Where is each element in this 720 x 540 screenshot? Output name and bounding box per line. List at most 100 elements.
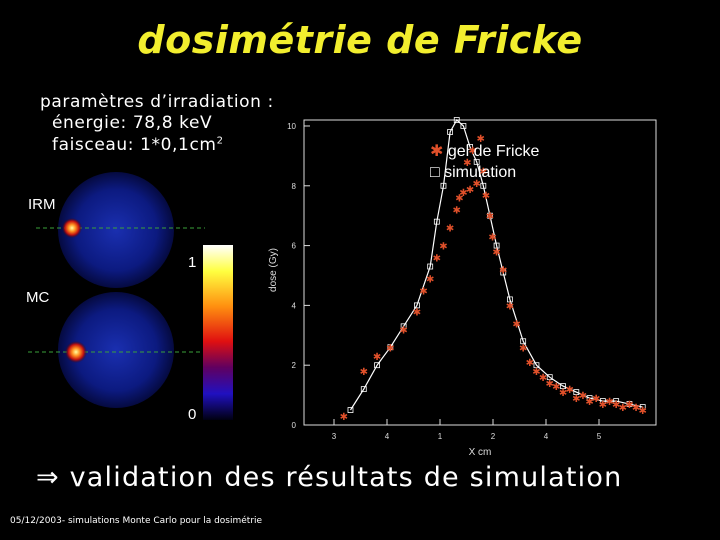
simulation-point (460, 123, 467, 129)
simulation-point (533, 362, 540, 369)
fricke-point: ✱ (539, 373, 547, 384)
fricke-point: ✱ (472, 179, 480, 190)
simulation-point (414, 302, 420, 309)
irm-label: IRM (28, 196, 56, 213)
fricke-point: ✱ (552, 382, 560, 393)
fricke-point: ✱ (532, 367, 540, 378)
fricke-point: ✱ (492, 248, 500, 259)
simulation-point (447, 129, 454, 135)
x-tick-label: 5 (597, 432, 602, 441)
fricke-markers: ✱✱✱✱✱✱✱✱✱✱✱✱✱✱✱✱✱✱✱✱✱✱✱✱✱✱✱✱✱✱✱✱✱✱✱✱✱✱✱✱… (340, 134, 647, 423)
fricke-point: ✱ (488, 233, 496, 244)
conclusion-text: validation des résultats de simulation (69, 462, 623, 493)
fricke-legend-icon: ✱ (430, 143, 444, 160)
fricke-point: ✱ (468, 146, 476, 157)
simulation-point (626, 401, 633, 407)
simulation-point (500, 269, 507, 276)
implies-arrow-icon: ⇒ (36, 462, 60, 493)
simulation-markers (347, 117, 646, 413)
simulation-point (467, 144, 473, 150)
irm-disc (58, 172, 174, 288)
fricke-point: ✱ (439, 242, 447, 253)
fricke-point: ✱ (482, 191, 490, 202)
x-tick-label: 3 (332, 432, 337, 441)
simulation-point (520, 338, 527, 345)
fricke-point: ✱ (486, 212, 494, 223)
fricke-point: ✱ (399, 325, 407, 336)
fricke-point: ✱ (605, 397, 613, 408)
legend-fricke-label: gel de Fricke (447, 143, 540, 160)
x-tick-label: 4 (385, 432, 390, 441)
params-beam-sup: 2 (216, 135, 224, 147)
simulation-point (400, 323, 407, 330)
mc-disc (58, 292, 174, 408)
fricke-point: ✱ (612, 400, 620, 411)
fricke-point: ✱ (476, 134, 484, 145)
fricke-point: ✱ (585, 397, 593, 408)
fricke-point: ✱ (526, 358, 534, 369)
fricke-point: ✱ (639, 406, 647, 417)
y-axis-label: dose (Gy) (268, 248, 279, 292)
simulation-line (349, 119, 643, 411)
fricke-point: ✱ (479, 167, 487, 178)
fricke-point: ✱ (340, 412, 348, 423)
fricke-point: ✱ (572, 394, 580, 405)
simulation-legend-icon: □ (430, 164, 440, 181)
simulation-point (440, 182, 447, 189)
x-tick-label: 4 (544, 432, 549, 441)
simulation-point (560, 383, 566, 390)
y-tick-label: 4 (292, 301, 297, 310)
simulation-point (473, 158, 480, 165)
simulation-point (546, 374, 553, 381)
simulation-point (480, 182, 487, 189)
simulation-point (493, 242, 500, 249)
fricke-point: ✱ (506, 301, 514, 312)
params-beam-text: faisceau: 1*0,1cm (52, 135, 217, 155)
fricke-point: ✱ (426, 274, 434, 285)
fricke-point: ✱ (559, 388, 567, 399)
fricke-point: ✱ (413, 307, 421, 318)
dose-maps (28, 172, 233, 420)
simulation-point (487, 212, 493, 219)
params-heading: paramètres d’irradiation : (40, 92, 274, 112)
fricke-point: ✱ (373, 352, 381, 363)
slide-title: dosimétrie de Fricke (137, 18, 583, 62)
scale-max-label: 1 (188, 254, 197, 271)
fricke-point: ✱ (499, 266, 507, 277)
irm-hotspot (62, 218, 82, 238)
fricke-point: ✱ (433, 254, 441, 265)
simulation-point (433, 218, 440, 225)
fricke-point: ✱ (459, 188, 467, 199)
x-tick-label: 2 (491, 432, 496, 441)
y-tick-label: 8 (292, 182, 297, 191)
fricke-point: ✱ (592, 394, 600, 405)
fricke-point: ✱ (360, 367, 368, 378)
conclusion: ⇒ validation des résultats de simulation (36, 462, 622, 493)
mc-hotspot (65, 341, 87, 363)
simulation-point (453, 117, 460, 123)
fricke-point: ✱ (599, 400, 607, 411)
scale-min-label: 0 (188, 406, 197, 423)
simulation-point (427, 263, 434, 270)
x-axis-ticks: 3 4 1 2 4 5 (332, 419, 602, 441)
simulation-point (374, 362, 380, 369)
simulation-point (360, 386, 367, 393)
y-tick-label: 2 (292, 361, 297, 370)
simulation-point (387, 344, 394, 351)
fricke-point: ✱ (546, 379, 554, 390)
fricke-point: ✱ (519, 343, 527, 354)
y-tick-label: 0 (292, 421, 297, 430)
plot-frame (303, 119, 657, 426)
fricke-point: ✱ (632, 403, 640, 414)
fricke-point: ✱ (455, 194, 463, 205)
chart-background (262, 110, 662, 460)
footer: 05/12/2003- simulations Monte Carlo pour… (10, 516, 263, 526)
fricke-point: ✱ (463, 158, 471, 169)
fricke-point: ✱ (579, 391, 587, 402)
fricke-point: ✱ (619, 403, 627, 414)
legend-simulation: □ simulation (430, 164, 516, 182)
fricke-point: ✱ (512, 319, 520, 330)
legend-fricke: ✱ gel de Fricke (430, 141, 539, 161)
params-beam: faisceau: 1*0,1cm2 (52, 135, 224, 155)
